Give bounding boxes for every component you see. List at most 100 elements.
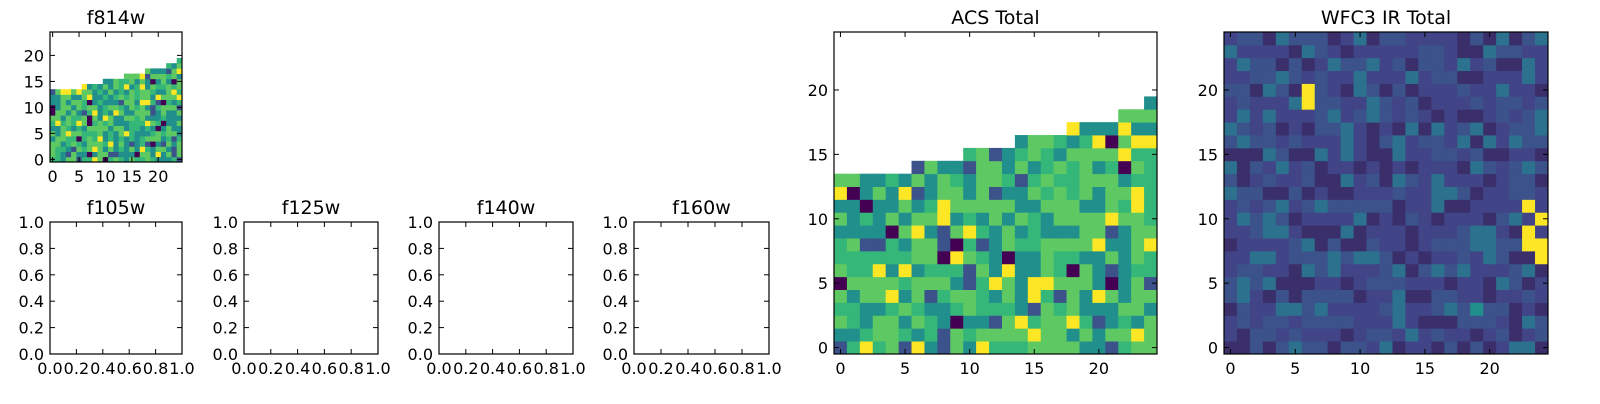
panel-5-cell	[1040, 186, 1055, 200]
panel-6-cell	[1275, 186, 1290, 200]
panel-5-cell	[885, 173, 899, 187]
panel-6-frame	[1223, 31, 1549, 355]
panel-6-cell	[1366, 328, 1380, 342]
panel-6-cell	[1236, 276, 1251, 290]
panel-6-cell	[1366, 135, 1380, 149]
panel-6-cell	[1392, 328, 1406, 342]
panel-6-cell	[1236, 289, 1251, 303]
panel-2-xtick-label: 0.0	[231, 359, 256, 378]
panel-0-cell	[76, 110, 83, 116]
panel-4-xtick-label: 0.6	[702, 359, 727, 378]
panel-0-cell	[166, 130, 172, 137]
panel-0-cell	[155, 73, 162, 80]
panel-6-cell	[1314, 289, 1329, 303]
panel-6-cell	[1392, 109, 1406, 123]
panel-5-cell	[1040, 135, 1055, 149]
panel-6-cell	[1379, 83, 1393, 97]
panel-0-cell	[71, 141, 77, 147]
panel-2-ytick-label: 0.8	[213, 239, 238, 258]
panel-6-cell	[1366, 289, 1380, 303]
panel-5-cell	[1105, 186, 1119, 200]
panel-5-cell	[1027, 212, 1042, 226]
panel-6-cell	[1509, 135, 1523, 149]
panel-5-cell	[1027, 147, 1042, 162]
panel-6-cell	[1405, 341, 1419, 355]
panel-6-cell	[1444, 199, 1458, 213]
panel-6-cell	[1509, 250, 1523, 265]
panel-6-cell	[1392, 57, 1406, 72]
panel-0-cell	[150, 120, 156, 126]
panel-5-cell	[834, 302, 848, 316]
panel-6-cell	[1418, 289, 1432, 303]
panel-5-cell	[989, 328, 1003, 342]
panel-0-cell	[160, 94, 167, 100]
panel-5-cell	[1014, 341, 1029, 355]
panel-6-cell	[1275, 212, 1290, 226]
panel-6-cell	[1483, 199, 1497, 213]
panel-0-cell	[118, 151, 125, 158]
panel-6-cell	[1275, 173, 1290, 187]
panel-6-cell	[1509, 302, 1523, 316]
panel-6-cell	[1483, 160, 1497, 175]
panel-0-cell	[171, 78, 178, 85]
panel-5-cell	[846, 289, 861, 303]
panel-6-cell	[1262, 289, 1277, 303]
panel-6-cell	[1418, 250, 1432, 265]
panel-6-cell	[1392, 96, 1406, 110]
panel-5-cell	[1144, 122, 1158, 136]
panel-5-cell	[1144, 328, 1158, 342]
panel-6-cell	[1405, 147, 1419, 162]
panel-5-cell	[1105, 302, 1119, 316]
panel-6-cell	[1353, 302, 1367, 316]
panel-6-cell	[1392, 160, 1406, 175]
panel-0-cell	[108, 104, 114, 111]
panel-6-cell	[1224, 315, 1238, 329]
panel-0-cell	[86, 89, 93, 95]
panel-6-cell	[1392, 173, 1406, 187]
panel-6-cell	[1379, 225, 1393, 239]
panel-0-cell	[150, 89, 156, 95]
panel-6-cell	[1535, 250, 1549, 265]
panel-0-cell	[81, 136, 88, 142]
panel-1-xtick-label: 0.6	[116, 359, 141, 378]
panel-6-cell	[1418, 238, 1432, 252]
panel-6-cell	[1457, 122, 1471, 136]
panel-0-cell	[76, 94, 83, 100]
panel-5-cell	[872, 212, 887, 226]
panel-6-cell	[1275, 44, 1290, 59]
panel-6-cell	[1392, 44, 1406, 59]
panel-5-xtick-label: 20	[1089, 359, 1109, 378]
panel-5-cell	[898, 250, 912, 265]
panel-6-cell	[1301, 302, 1316, 316]
panel-5-cell	[859, 173, 874, 187]
panel-0-cell	[50, 110, 56, 116]
panel-5-cell	[859, 263, 874, 278]
panel-0-cell	[123, 136, 130, 142]
panel-0-cell	[171, 89, 178, 95]
panel-5-cell	[1118, 109, 1132, 123]
panel-6-cell	[1366, 160, 1380, 175]
panel-6-cell	[1496, 263, 1510, 278]
panel-6-cell	[1535, 186, 1549, 200]
panel-6-cell	[1366, 83, 1380, 97]
panel-6-cell	[1224, 250, 1238, 265]
panel-0-cell	[50, 89, 56, 95]
panel-5-cell	[1131, 276, 1145, 290]
panel-0-cell	[118, 84, 125, 90]
panel-6-cell	[1262, 70, 1277, 84]
panel-6-cell	[1275, 160, 1290, 175]
panel-6-cell	[1522, 122, 1536, 136]
panel-2-ytick-label: 0.4	[213, 292, 238, 311]
panel-6-cell	[1405, 238, 1419, 252]
panel-6-cell	[1509, 122, 1523, 136]
panel-6-cell	[1457, 250, 1471, 265]
panel-6-cell	[1340, 186, 1354, 200]
panel-4-ytick-label: 1.0	[603, 213, 628, 232]
panel-0-cell	[145, 110, 151, 116]
panel-0-cell	[102, 146, 109, 152]
panel-5-cell	[963, 160, 977, 175]
panel-6-cell	[1522, 109, 1536, 123]
panel-6-cell	[1522, 186, 1536, 200]
panel-5-cell	[859, 289, 874, 303]
